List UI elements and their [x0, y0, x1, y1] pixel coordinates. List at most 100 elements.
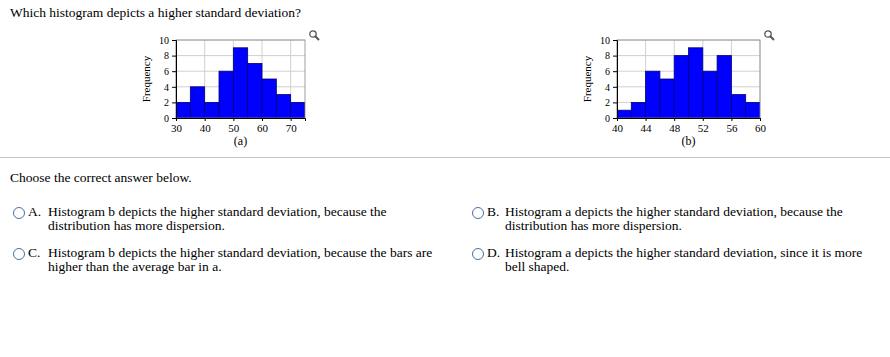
- bar: [219, 71, 233, 118]
- y-tick-label: 8: [164, 50, 169, 61]
- x-tick-label: 50: [228, 122, 240, 134]
- x-axis-title: (b): [682, 134, 696, 148]
- bar: [660, 79, 674, 118]
- x-tick-mark: [205, 118, 206, 121]
- x-tick: 52: [698, 118, 709, 134]
- x-tick-mark: [291, 118, 292, 121]
- y-tick-mark: [613, 56, 617, 57]
- x-tick-mark: [674, 118, 675, 121]
- option-text: Histogram a depicts the higher standard …: [505, 205, 885, 233]
- radio-button[interactable]: [472, 207, 484, 219]
- radio-button[interactable]: [13, 207, 25, 219]
- y-tick: 0: [164, 113, 176, 124]
- y-tick-label: 6: [605, 66, 610, 77]
- bars: [176, 48, 305, 118]
- x-tick: 44: [641, 118, 653, 134]
- x-tick: 48: [669, 118, 681, 134]
- y-tick-mark: [172, 118, 176, 119]
- x-tick: 60: [257, 118, 269, 134]
- y-axis-title: Frequency: [581, 55, 593, 102]
- y-tick: 10: [159, 35, 176, 46]
- x-tick-mark: [703, 118, 704, 121]
- y-tick-label: 0: [605, 113, 610, 124]
- bar: [233, 48, 247, 118]
- x-tick: 56: [726, 118, 738, 134]
- x-tick-mark: [646, 118, 647, 121]
- radio-button[interactable]: [472, 248, 484, 260]
- option-text: Histogram a depicts the higher standard …: [505, 246, 885, 274]
- y-tick: 6: [605, 66, 617, 77]
- y-axis-line: [613, 41, 618, 119]
- option-label: C.: [28, 246, 40, 260]
- y-tick: 6: [164, 66, 176, 77]
- zoom-icon: [310, 31, 319, 40]
- zoom-lens: [765, 31, 771, 37]
- histogram-chart: 30 40 50 60 70 0 2 4 6 8 10 Frequency (a): [140, 31, 319, 148]
- y-tick: 2: [605, 97, 617, 108]
- option-label: A.: [28, 205, 41, 219]
- bar: [646, 71, 660, 118]
- x-tick-label: 40: [200, 122, 212, 134]
- y-tick: 8: [605, 50, 617, 61]
- zoom-lens: [310, 31, 316, 37]
- y-tick-label: 2: [164, 97, 169, 108]
- bar: [248, 63, 262, 118]
- radio-button[interactable]: [13, 248, 25, 260]
- bar: [190, 87, 204, 118]
- x-tick-label: 60: [755, 122, 767, 134]
- y-axis-title: Frequency: [140, 55, 152, 102]
- y-tick-label: 8: [605, 50, 610, 61]
- x-axis: 30 40 50 60 70: [171, 118, 306, 134]
- plot-frame: [617, 40, 760, 118]
- y-tick-label: 4: [605, 82, 610, 93]
- x-tick-mark: [233, 118, 234, 121]
- y-tick-mark: [172, 56, 176, 57]
- x-tick-mark: [262, 118, 263, 121]
- y-tick-label: 10: [159, 35, 169, 46]
- y-tick-label: 6: [164, 66, 169, 77]
- bar: [631, 102, 645, 118]
- y-tick: 2: [164, 97, 176, 108]
- x-tick: 30: [171, 118, 183, 134]
- x-tick-label: 56: [726, 122, 738, 134]
- y-tick-mark: [613, 118, 617, 119]
- bar: [703, 71, 717, 118]
- option-label: B.: [487, 205, 499, 219]
- x-axis: 404448525660: [612, 118, 767, 134]
- x-tick: 50: [228, 118, 240, 134]
- question: Which histogram depicts a higher standar…: [10, 5, 301, 21]
- bar: [746, 102, 760, 118]
- y-tick-mark: [172, 40, 176, 41]
- separator: [0, 157, 890, 158]
- zoom-icon: [765, 31, 774, 40]
- y-tick-label: 4: [164, 82, 169, 93]
- bars: [617, 48, 760, 118]
- x-tick: 70: [286, 118, 298, 134]
- x-tick-label: 30: [171, 122, 183, 134]
- y-axis: 0 2 4 6 8 10: [600, 35, 618, 124]
- y-tick-mark: [613, 102, 617, 103]
- x-tick-label: 70: [286, 122, 298, 134]
- y-tick: 0: [605, 113, 617, 124]
- x-tick-label: 52: [698, 122, 709, 134]
- x-axis-title: (a): [234, 134, 247, 148]
- bar: [176, 102, 190, 118]
- x-tick-mark: [760, 118, 761, 121]
- bar: [291, 102, 305, 118]
- zoom-handle: [316, 37, 320, 41]
- bar: [689, 48, 703, 118]
- grid: [617, 40, 760, 118]
- x-tick: 40: [200, 118, 212, 134]
- bar: [617, 110, 631, 118]
- bar: [674, 56, 688, 118]
- x-tick-label: 60: [257, 122, 269, 134]
- bar: [262, 79, 276, 118]
- histogram-chart: 4044485256600246810Frequency(b): [581, 31, 774, 148]
- y-tick: 4: [164, 82, 176, 93]
- y-tick: 10: [600, 35, 617, 46]
- x-axis-line: [618, 119, 761, 122]
- y-axis: 0 2 4 6 8 10: [159, 35, 177, 124]
- y-tick-mark: [613, 71, 617, 72]
- option-text: Histogram b depicts the higher standard …: [48, 246, 440, 274]
- y-tick: 8: [164, 50, 176, 61]
